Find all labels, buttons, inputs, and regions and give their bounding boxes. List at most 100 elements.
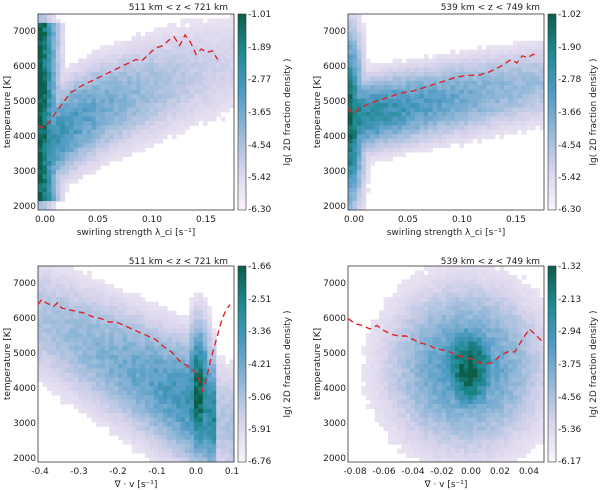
heatmap-cell	[388, 71, 393, 77]
heatmap-cell	[131, 297, 137, 303]
heatmap-cell	[55, 364, 61, 369]
heatmap-cell	[477, 364, 483, 369]
heatmap-cell	[69, 147, 75, 153]
heatmap-cell	[512, 45, 518, 51]
heatmap-cell	[113, 89, 119, 95]
heatmap-cell	[374, 328, 380, 334]
heatmap-cell	[87, 138, 92, 144]
heatmap-cell	[392, 301, 398, 307]
heatmap-cell	[162, 337, 168, 343]
heatmap-cell	[468, 98, 474, 104]
colorbar-tick-label: -1.66	[248, 262, 272, 272]
heatmap-cell	[428, 297, 434, 303]
heatmap-cell	[109, 297, 115, 303]
heatmap-cell	[512, 404, 518, 409]
heatmap-cell	[153, 341, 159, 347]
heatmap-cell	[73, 377, 79, 383]
heatmap-cell	[69, 355, 75, 360]
heatmap-cell	[379, 395, 385, 401]
heatmap-cell	[446, 323, 451, 329]
heatmap-cell	[87, 390, 92, 396]
heatmap-cell	[109, 80, 115, 86]
heatmap-cell	[535, 328, 540, 334]
heatmap-cell	[432, 266, 438, 271]
heatmap-cell	[441, 71, 447, 77]
heatmap-cell	[383, 297, 389, 303]
heatmap-cell	[401, 67, 407, 73]
heatmap-cell	[109, 67, 115, 73]
heatmap-cell	[352, 71, 358, 77]
heatmap-cell	[428, 71, 434, 77]
heatmap-cell	[82, 129, 88, 135]
heatmap-cell	[423, 134, 429, 140]
heatmap-cell	[73, 368, 79, 374]
heatmap-cell	[495, 125, 500, 131]
heatmap-cell	[122, 421, 128, 427]
heatmap-cell	[91, 386, 97, 392]
heatmap-cell	[78, 337, 83, 343]
heatmap-cell	[441, 368, 447, 374]
heatmap-cell	[419, 76, 425, 82]
heatmap-cell	[69, 116, 75, 122]
heatmap-cell	[454, 359, 460, 365]
heatmap-cell	[153, 421, 159, 427]
heatmap-cell	[87, 346, 92, 352]
heatmap-cell	[198, 94, 204, 100]
heatmap-cell	[521, 319, 527, 325]
heatmap-cell	[122, 89, 128, 95]
heatmap-cell	[414, 85, 420, 91]
heatmap-cell	[167, 364, 173, 369]
heatmap-cell	[441, 328, 447, 334]
heatmap-cell	[127, 426, 132, 432]
heatmap-cell	[64, 328, 70, 334]
heatmap-cell	[87, 279, 92, 285]
heatmap-cell	[459, 386, 465, 392]
heatmap-cell	[78, 323, 83, 329]
heatmap-cell	[463, 279, 469, 285]
heatmap-cell	[136, 40, 141, 46]
heatmap-cell	[459, 107, 465, 113]
heatmap-cell	[423, 120, 429, 126]
heatmap-cell	[499, 368, 505, 374]
heatmap-cell	[526, 315, 532, 320]
heatmap-cell	[100, 134, 106, 140]
heatmap-cell	[410, 377, 416, 383]
heatmap-cell	[42, 323, 48, 329]
heatmap-cell	[401, 390, 407, 396]
heatmap-cell	[441, 98, 447, 104]
heatmap-cell	[352, 120, 358, 126]
heatmap-cell	[405, 94, 411, 100]
heatmap-cell	[517, 292, 523, 298]
heatmap-cell	[356, 85, 362, 91]
heatmap-cell	[51, 45, 57, 51]
heatmap-cell	[38, 288, 43, 294]
heatmap-cell	[109, 395, 115, 401]
heatmap-cell	[356, 143, 362, 149]
heatmap-cell	[136, 292, 141, 298]
heatmap-cell	[414, 408, 420, 414]
heatmap-cell	[392, 390, 398, 396]
heatmap-cell	[481, 355, 487, 360]
heatmap-cell	[73, 390, 79, 396]
heatmap-cell	[144, 319, 150, 325]
heatmap-cell	[410, 310, 416, 316]
heatmap-cell	[508, 120, 514, 126]
heatmap-cell	[140, 134, 146, 140]
heatmap-cell	[189, 89, 195, 95]
heatmap-cell	[365, 116, 371, 122]
heatmap-cell	[499, 328, 505, 334]
heatmap-cell	[104, 63, 110, 68]
heatmap-cell	[392, 346, 398, 352]
heatmap-cell	[410, 279, 416, 285]
heatmap-cell	[122, 85, 128, 91]
heatmap-cell	[397, 147, 402, 153]
heatmap-cell	[437, 283, 442, 289]
heatmap-cell	[468, 279, 474, 285]
heatmap-cell	[60, 129, 66, 135]
heatmap-cell	[365, 395, 371, 401]
heatmap-cell	[104, 143, 110, 149]
heatmap-cell	[198, 350, 204, 356]
heatmap-cell	[477, 138, 483, 144]
y-axis-label: temperature [K]	[313, 76, 323, 148]
heatmap-cell	[180, 430, 186, 436]
